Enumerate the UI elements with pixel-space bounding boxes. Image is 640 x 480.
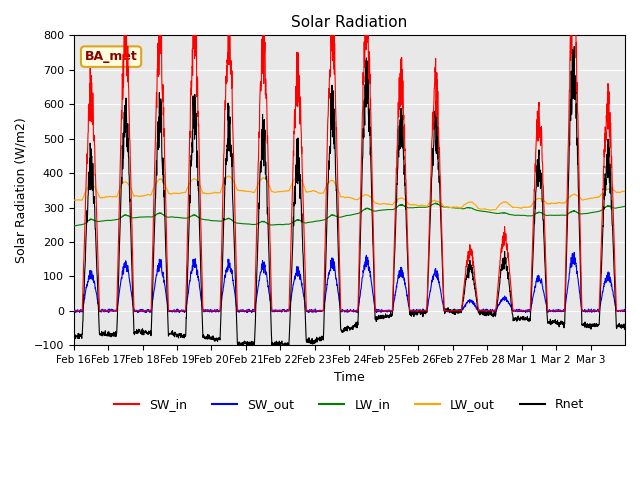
Y-axis label: Solar Radiation (W/m2): Solar Radiation (W/m2) <box>15 118 28 263</box>
Legend: SW_in, SW_out, LW_in, LW_out, Rnet: SW_in, SW_out, LW_in, LW_out, Rnet <box>109 394 589 417</box>
Title: Solar Radiation: Solar Radiation <box>291 15 408 30</box>
Text: BA_met: BA_met <box>84 50 138 63</box>
X-axis label: Time: Time <box>334 371 365 384</box>
